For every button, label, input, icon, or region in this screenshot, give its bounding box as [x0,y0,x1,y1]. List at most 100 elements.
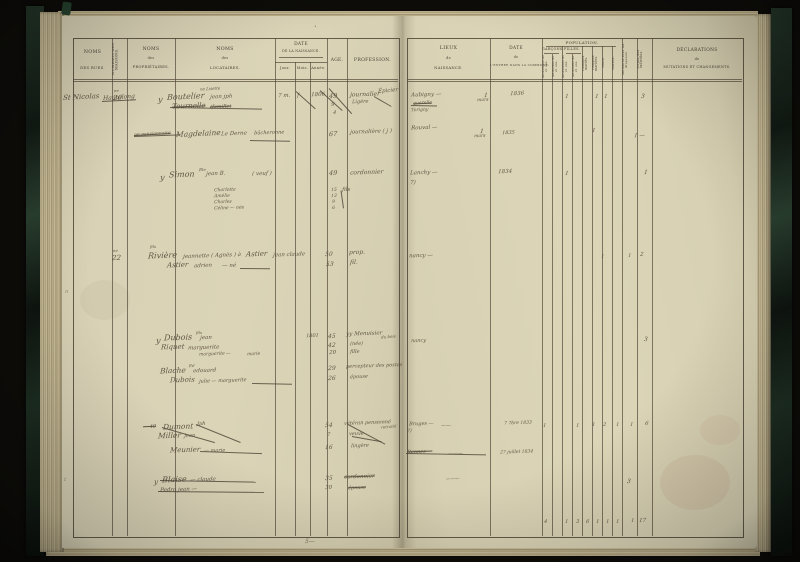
handwritten-entry: Dubois [169,375,195,385]
header-garcons: GARÇONS. [542,47,564,51]
handwritten-entry: 67 [328,129,338,139]
right-page [400,16,757,548]
handwritten-entry: 2 [639,251,644,259]
header-annee: Année. [311,66,326,70]
table-column-line [572,54,573,536]
header-locataires-3: LOCATAIRES. [209,65,241,70]
handwritten-entry: épouse [349,373,369,381]
handwritten-entry: fils [149,243,157,250]
table-column-line [310,62,311,536]
handwritten-entry: Blache [159,365,187,376]
handwritten-entry: 3 [575,518,580,526]
table-column-line [552,54,553,536]
handwritten-entry: 3 [643,335,649,344]
table-column-line [652,38,653,536]
header-age: AGE. [330,58,344,63]
book-cover-left [26,6,44,556]
header-date-naissance-1: DATE [294,42,308,47]
handwritten-entry: 3 [640,92,646,101]
handwritten-entry: 29 [327,364,336,373]
handwritten-entry: 20 [328,349,337,357]
handwritten-entry: 4 [543,518,548,526]
header-militaires: Militaires sous les drapeaux. [622,43,628,76]
table-row-line [544,53,559,54]
handwritten-entry: 1 [591,421,596,429]
header-jour: Jour. [280,66,290,70]
handwritten-entry: épouse [347,484,367,492]
handwritten-entry: Miller [157,430,182,441]
handwritten-entry: 1 [542,422,547,430]
handwritten-entry: — né [221,262,237,270]
table-row-line [407,79,742,80]
table-row-line [73,79,398,80]
handwritten-entry: fille [349,348,360,356]
handwritten-entry: — 49 [142,423,157,431]
header-femmes-mariees: Femmes mariées. [592,55,599,71]
header-proprietaires-3: PROPRIÉTAIRES. [132,65,170,69]
handwritten-entry: 1 [595,518,600,526]
handwritten-entry: (née) [349,340,364,348]
paper-stain [700,415,740,445]
handwritten-entry: 1 [564,93,569,101]
page-gutter [392,16,416,548]
handwritten-entry: 1 [629,421,634,429]
handwritten-entry: 2 [602,421,607,429]
handwritten-entry: ——— [445,476,460,483]
table-column-line [582,46,583,536]
table-row-line [73,81,398,82]
header-noms-rues-sub: DES RUES. [80,65,105,70]
handwritten-entry: y [159,172,165,183]
handwritten-entry: 5— [304,537,316,546]
handwritten-entry: Astier [245,249,268,259]
table-column-line [112,38,113,536]
handwritten-entry: 1 [643,168,649,177]
handwritten-entry: 6 [644,420,649,428]
paper-stain [660,455,730,510]
header-lieux-1: LIEUX [439,46,458,51]
handwritten-entry: nancy [410,337,427,345]
table-column-line [637,38,638,536]
header-garcons-moins-21: Au-dessous de 21 ans. [542,55,548,78]
handwritten-entry: 1 [564,170,569,178]
table-column-line [490,38,491,536]
header-veufs: Veufs. [602,57,605,69]
book-cover-right [771,8,792,556]
handwritten-entry: 1 [603,93,608,101]
table-column-line [592,46,593,536]
handwritten-entry: 45 [327,332,336,341]
page-edges-bottom [46,546,760,556]
header-profession: PROFESSION. [353,58,392,63]
handwritten-entry: Torigny [410,107,429,114]
handwritten-entry: 54 [324,421,333,430]
handwritten-entry: 3 [626,477,632,486]
handwritten-entry: mars [473,133,486,140]
handwritten-entry: 6 [331,205,336,212]
handwritten-entry: 1 [600,253,605,261]
handwritten-entry: 35 [324,474,333,483]
handwritten-entry: 1 [615,421,620,429]
handwritten-entry: 1801 [305,332,319,340]
handwritten-entry: ( veuf ) [251,170,272,178]
handwritten-entry: 1 [591,127,596,135]
handwritten-entry: y [153,477,159,487]
handwritten-entry: nancy — [408,252,434,260]
header-hommes-maries: Hommes mariés. [582,55,589,71]
handwritten-entry: 7 7bre 1833 [503,420,532,427]
handwritten-entry: 1836 [509,90,525,98]
header-filles-plus-21: Au-dessus de 21 ans. [572,55,578,78]
handwritten-entry: 1835 [501,129,515,137]
header-filles-moins-21: Au-dessous de 21 ans. [562,55,568,78]
header-entree-3: L'ENTRÉE DANS LA COMMUNE. [490,63,550,67]
handwritten-entry: 49 [328,168,338,178]
handwritten-entry: 22 [111,253,122,263]
handwritten-entry: Riquet [160,342,185,352]
page-edges-top [58,11,758,17]
handwritten-entry: 4 [332,109,337,117]
table-column-line [622,38,623,536]
handwritten-entry: Meunier [169,445,201,455]
handwritten-entry: t [63,476,67,484]
header-mois: Mois. [296,66,309,70]
handwritten-entry: y [155,335,161,346]
handwritten-entry: 1 [615,518,620,526]
handwritten-entry: Ligère [351,98,369,106]
